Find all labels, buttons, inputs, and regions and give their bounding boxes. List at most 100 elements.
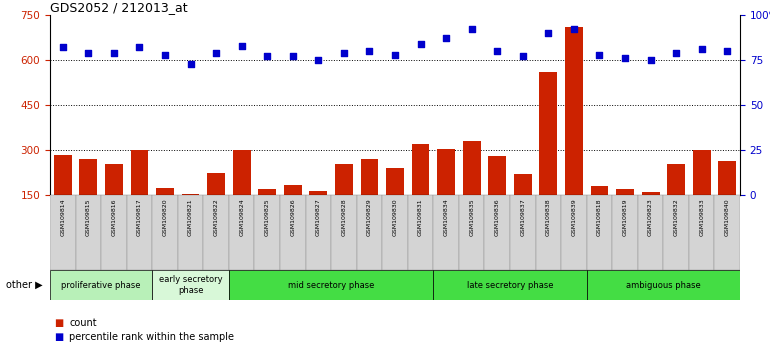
Bar xyxy=(331,195,357,270)
Point xyxy=(389,52,401,57)
Bar xyxy=(408,195,434,270)
Bar xyxy=(591,186,608,195)
Bar xyxy=(463,141,480,195)
Bar xyxy=(715,195,740,270)
Bar xyxy=(258,189,276,195)
Text: GSM109822: GSM109822 xyxy=(213,199,219,236)
Text: percentile rank within the sample: percentile rank within the sample xyxy=(69,332,234,342)
Bar xyxy=(152,195,178,270)
Bar xyxy=(357,195,382,270)
Text: ambiguous phase: ambiguous phase xyxy=(626,280,701,290)
Text: GDS2052 / 212013_at: GDS2052 / 212013_at xyxy=(50,1,188,14)
Bar xyxy=(50,270,152,300)
Point xyxy=(261,53,273,59)
Point xyxy=(619,55,631,61)
Bar xyxy=(488,156,506,195)
Bar xyxy=(434,270,587,300)
Point xyxy=(57,45,69,50)
Text: GSM109814: GSM109814 xyxy=(60,199,65,236)
Text: GSM109838: GSM109838 xyxy=(546,199,551,236)
Bar xyxy=(79,159,97,195)
Text: GSM109833: GSM109833 xyxy=(699,199,705,236)
Bar xyxy=(561,195,587,270)
Bar xyxy=(50,195,75,270)
Text: early secretory
phase: early secretory phase xyxy=(159,275,223,295)
Text: GSM109820: GSM109820 xyxy=(162,199,168,236)
Point xyxy=(312,57,324,63)
Point xyxy=(133,45,146,50)
Text: GSM109827: GSM109827 xyxy=(316,199,321,236)
Text: GSM109840: GSM109840 xyxy=(725,199,730,236)
Bar xyxy=(587,270,740,300)
Point xyxy=(644,57,657,63)
Point xyxy=(670,50,682,56)
Bar xyxy=(229,195,254,270)
Bar xyxy=(203,195,229,270)
Text: GSM109832: GSM109832 xyxy=(674,199,678,236)
Text: ■: ■ xyxy=(54,318,63,328)
Bar xyxy=(484,195,510,270)
Bar xyxy=(514,174,532,195)
Bar xyxy=(693,150,711,195)
Point xyxy=(363,48,376,54)
Text: GSM109823: GSM109823 xyxy=(648,199,653,236)
Bar xyxy=(689,195,715,270)
Text: count: count xyxy=(69,318,97,328)
Bar xyxy=(565,27,583,195)
Bar xyxy=(105,164,123,195)
Bar xyxy=(386,168,404,195)
Bar xyxy=(360,159,378,195)
Bar xyxy=(101,195,127,270)
Bar xyxy=(156,188,174,195)
Bar xyxy=(54,154,72,195)
Bar xyxy=(587,195,612,270)
Text: GSM109816: GSM109816 xyxy=(112,199,116,236)
Point xyxy=(286,53,299,59)
Text: GSM109825: GSM109825 xyxy=(265,199,270,236)
Point xyxy=(491,48,504,54)
Bar xyxy=(75,195,101,270)
Bar xyxy=(178,195,203,270)
Bar xyxy=(540,72,557,195)
Bar xyxy=(127,195,152,270)
Bar xyxy=(718,160,736,195)
Text: other ▶: other ▶ xyxy=(5,280,42,290)
Point xyxy=(108,50,120,56)
Text: GSM109839: GSM109839 xyxy=(571,199,577,236)
Text: mid secretory phase: mid secretory phase xyxy=(288,280,374,290)
Point xyxy=(236,43,248,48)
Point xyxy=(567,27,580,32)
Bar xyxy=(229,270,434,300)
Bar xyxy=(233,150,250,195)
Point xyxy=(184,61,196,67)
Point xyxy=(721,48,733,54)
Bar xyxy=(638,195,663,270)
Text: proliferative phase: proliferative phase xyxy=(62,280,141,290)
Bar xyxy=(536,195,561,270)
Bar xyxy=(335,164,353,195)
Text: GSM109837: GSM109837 xyxy=(521,199,525,236)
Point xyxy=(414,41,427,47)
Bar xyxy=(437,148,455,195)
Bar xyxy=(667,164,685,195)
Text: GSM109818: GSM109818 xyxy=(597,199,602,236)
Bar xyxy=(612,195,638,270)
Bar xyxy=(284,184,302,195)
Point xyxy=(338,50,350,56)
Text: GSM109836: GSM109836 xyxy=(494,199,500,236)
Text: GSM109831: GSM109831 xyxy=(418,199,423,236)
Text: GSM109830: GSM109830 xyxy=(393,199,397,236)
Text: GSM109821: GSM109821 xyxy=(188,199,193,236)
Bar xyxy=(207,172,225,195)
Point xyxy=(159,52,171,57)
Bar xyxy=(434,195,459,270)
Text: GSM109829: GSM109829 xyxy=(367,199,372,236)
Text: GSM109817: GSM109817 xyxy=(137,199,142,236)
Bar xyxy=(254,195,280,270)
Point xyxy=(593,52,605,57)
Point xyxy=(210,50,223,56)
Text: GSM109834: GSM109834 xyxy=(444,199,449,236)
Bar xyxy=(280,195,306,270)
Point xyxy=(466,27,478,32)
Text: GSM109819: GSM109819 xyxy=(622,199,628,236)
